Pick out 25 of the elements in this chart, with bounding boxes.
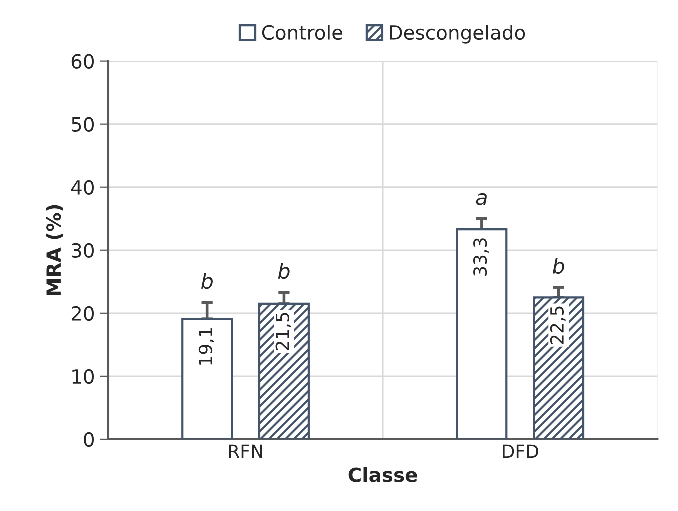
legend-label: Descongelado bbox=[390, 25, 526, 44]
data-label: 19,1 bbox=[198, 328, 214, 365]
bar bbox=[182, 318, 234, 440]
bar bbox=[456, 228, 508, 440]
annotation: b bbox=[201, 273, 213, 290]
annotation: a bbox=[476, 193, 487, 206]
y-tick-label: 50 bbox=[72, 117, 94, 132]
data-label: 22,5 bbox=[550, 306, 566, 344]
y-tick-label: 30 bbox=[72, 243, 94, 258]
y-axis-title: MRA (%) bbox=[46, 205, 64, 296]
y-tick-label: 0 bbox=[84, 432, 94, 448]
bar bbox=[533, 296, 585, 440]
y-tick-label: 10 bbox=[72, 369, 94, 384]
x-tick-label: RFN bbox=[229, 444, 262, 458]
y-tick-label: 20 bbox=[72, 306, 94, 322]
annotation: b bbox=[552, 258, 564, 274]
data-label: 33,3 bbox=[474, 238, 490, 276]
y-tick-label: 40 bbox=[71, 180, 94, 196]
bar bbox=[258, 302, 310, 440]
data-label: 21,5 bbox=[276, 313, 292, 350]
annotation: b bbox=[278, 263, 290, 280]
x-tick-label: DFD bbox=[503, 444, 538, 458]
y-tick-label: 60 bbox=[72, 54, 94, 69]
legend-label: Controle bbox=[262, 25, 343, 40]
x-axis-title: Classe bbox=[348, 467, 418, 482]
